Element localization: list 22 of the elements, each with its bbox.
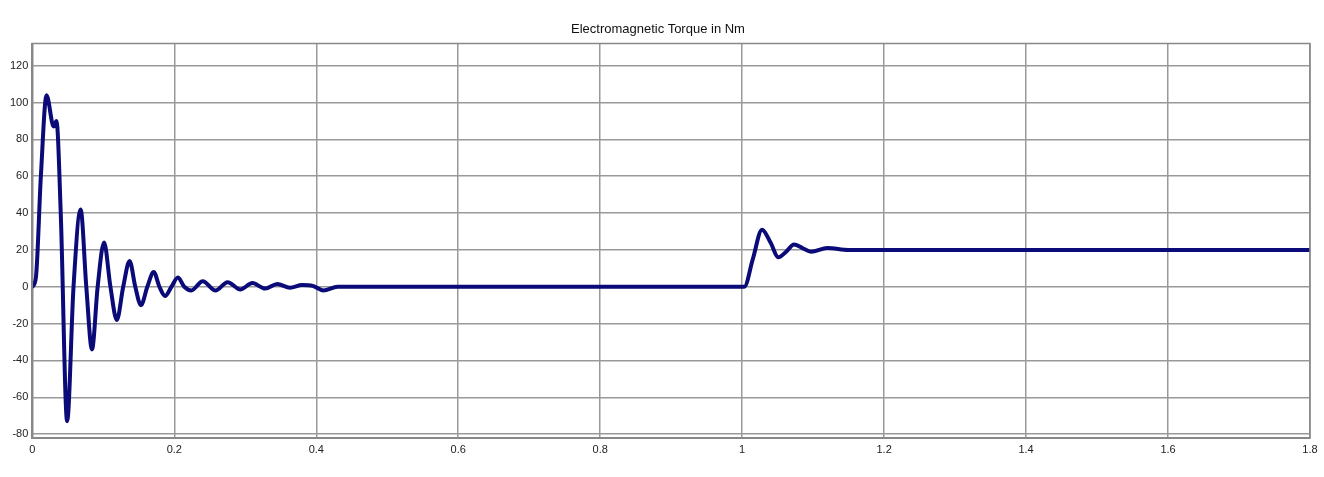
y-tick-label: -80 xyxy=(12,427,29,440)
x-tick-label: 1.6 xyxy=(1160,443,1176,456)
y-tick-label: 60 xyxy=(16,169,29,182)
x-tick-label: 0.6 xyxy=(450,443,466,456)
y-tick-label: 100 xyxy=(9,95,29,108)
y-tick-label: 0 xyxy=(22,279,29,292)
x-tick-label: 0.2 xyxy=(166,443,182,456)
y-tick-label: -60 xyxy=(12,390,29,403)
y-tick-label: 40 xyxy=(16,206,29,219)
y-tick-label: -20 xyxy=(12,316,29,329)
x-tick-label: 1 xyxy=(739,443,746,456)
y-tick-label: 80 xyxy=(16,132,29,145)
x-tick-label: 1.8 xyxy=(1302,443,1318,456)
x-tick-label: 0.8 xyxy=(592,443,608,456)
line-series xyxy=(32,93,1310,424)
chart-title: Electromagnetic Torque in Nm xyxy=(571,21,745,37)
y-tick-label: -40 xyxy=(12,353,29,366)
y-tick-label: 20 xyxy=(16,242,29,255)
x-tick-label: 1.4 xyxy=(1018,443,1034,456)
x-tick-label: 1.2 xyxy=(876,443,892,456)
x-tick-label: 0.4 xyxy=(308,443,324,456)
y-tick-label: 120 xyxy=(9,58,29,71)
